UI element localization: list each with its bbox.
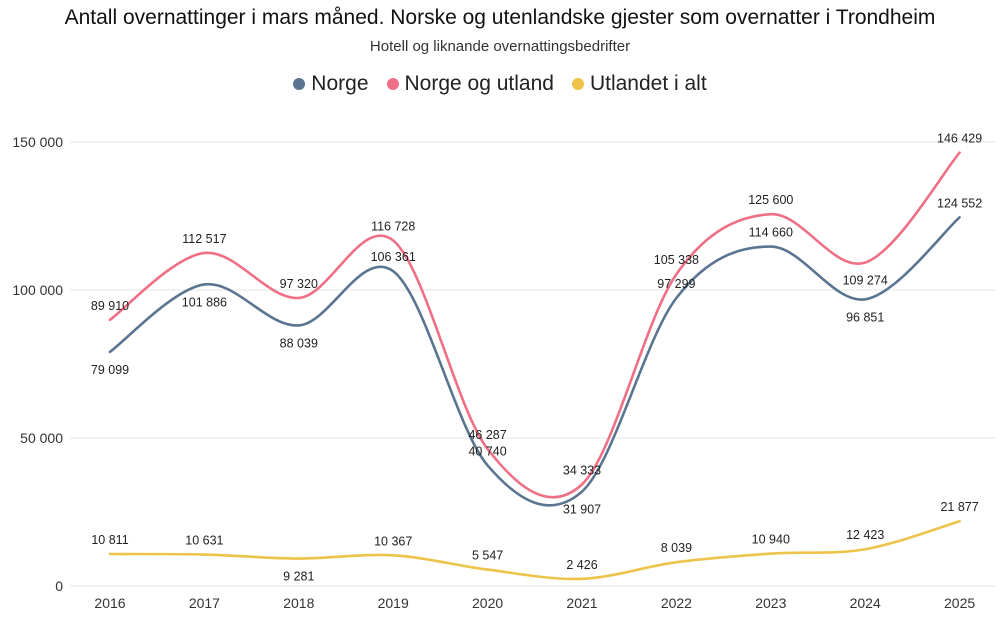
data-label: 31 907 [563,503,601,517]
data-label: 88 039 [280,336,318,350]
data-label: 21 877 [940,500,978,514]
series-line-norge [108,216,961,507]
x-tick-label: 2022 [661,595,692,611]
data-label: 46 287 [468,428,506,442]
legend-label-utlandet-i-alt: Utlandet i alt [589,72,707,95]
data-label: 109 274 [843,274,888,288]
data-label: 2 426 [566,558,597,572]
data-label: 97 299 [657,277,695,291]
data-label: 146 429 [937,132,982,146]
x-tick-label: 2017 [189,595,220,611]
legend-marker-utlandet-i-alt [571,78,584,90]
data-label: 40 740 [468,444,506,458]
data-label: 124 552 [937,196,982,210]
x-tick-label: 2021 [566,595,597,611]
x-tick-label: 2020 [472,595,503,611]
legend-item-norge[interactable]: Norge [293,72,369,96]
x-tick-label: 2016 [94,595,125,611]
y-tick-label: 150 000 [12,134,63,150]
chart-title: Antall overnattinger i mars måned. Norsk… [64,6,936,29]
x-tick-label: 2025 [944,595,975,611]
data-label: 5 547 [472,549,503,563]
data-label: 89 910 [91,299,129,313]
data-label: 79 099 [91,363,129,377]
data-label: 34 333 [563,463,601,477]
chart-subtitle: Hotell og liknande overnattingsbedrifter [369,38,631,55]
data-label: 9 281 [283,570,314,584]
x-tick-label: 2018 [283,595,314,611]
legend-label-norge-og-utland: Norge og utland [404,72,554,95]
legend: Norge Norge og utland Utlandet i alt [0,72,1000,96]
data-label: 125 600 [748,193,793,207]
x-tick-label: 2023 [755,595,786,611]
x-tick-label: 2024 [850,595,881,611]
legend-item-norge-og-utland[interactable]: Norge og utland [386,72,554,96]
data-label: 10 631 [185,534,223,548]
data-label: 10 367 [374,534,412,548]
data-label: 10 811 [91,533,128,547]
data-label: 8 039 [661,541,692,555]
data-label: 96 851 [846,310,884,324]
data-label: 10 940 [752,533,790,547]
data-label: 97 320 [280,277,318,291]
y-tick-label: 0 [55,578,63,594]
data-label: 112 517 [182,232,226,246]
series-line-norge-og-utland [108,151,961,499]
data-label: 106 361 [371,250,416,264]
y-tick-label: 100 000 [12,282,63,298]
data-label: 105 338 [654,253,699,267]
x-tick-label: 2019 [378,595,409,611]
data-label: 101 886 [182,295,227,309]
legend-marker-norge [293,78,306,90]
legend-label-norge: Norge [311,72,369,95]
legend-marker-norge-og-utland [386,78,399,90]
legend-item-utlandet-i-alt[interactable]: Utlandet i alt [571,72,707,96]
data-label: 116 728 [371,219,415,233]
y-tick-label: 50 000 [20,430,63,446]
series-line-utlandet-i-alt [108,519,961,581]
data-label: 114 660 [749,226,793,240]
data-label: 12 423 [846,528,884,542]
